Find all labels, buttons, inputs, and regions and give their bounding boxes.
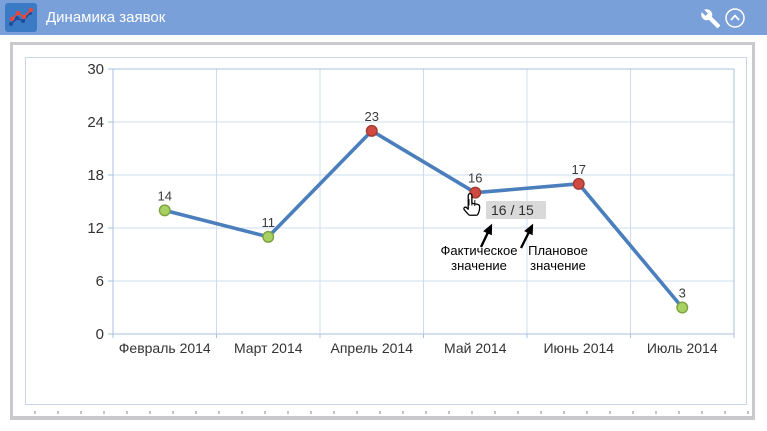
mini-line-chart-icon (9, 7, 34, 26)
actual-value-label: Фактическое значение (440, 243, 518, 273)
svg-text:24: 24 (87, 114, 104, 131)
svg-text:Март 2014: Март 2014 (234, 340, 303, 356)
svg-text:3: 3 (679, 286, 686, 301)
svg-text:16: 16 (468, 171, 482, 186)
svg-text:14: 14 (158, 188, 172, 203)
svg-text:11: 11 (262, 215, 276, 230)
hand-cursor-icon (459, 192, 485, 220)
svg-text:Май 2014: Май 2014 (444, 340, 507, 356)
tooltip: 16 / 15 (486, 201, 546, 219)
svg-text:0: 0 (96, 326, 104, 343)
svg-text:12: 12 (87, 220, 104, 237)
svg-text:Февраль 2014: Февраль 2014 (119, 340, 211, 356)
svg-text:18: 18 (87, 167, 104, 184)
planned-value-label: Плановое значение (528, 243, 588, 273)
chart-area: 0 6 12 18 24 30 Февраль 2014 Март 2014 Апрель 20… (25, 57, 747, 405)
widget-title: Динамика заявок (46, 9, 166, 26)
bottom-scroll-strip (13, 411, 752, 414)
svg-text:6: 6 (96, 273, 104, 290)
svg-text:23: 23 (365, 109, 379, 124)
svg-text:Июнь 2014: Июнь 2014 (543, 340, 614, 356)
widget-header: Динамика заявок (0, 0, 767, 35)
settings-wrench-icon[interactable] (697, 5, 723, 31)
collapse-chevron-up-icon[interactable] (722, 5, 748, 31)
svg-text:30: 30 (87, 61, 104, 78)
chart-widget-icon (5, 3, 37, 32)
line-chart[interactable]: 0 6 12 18 24 30 Февраль 2014 Март 2014 Апрель 20… (26, 58, 746, 404)
svg-text:Апрель 2014: Апрель 2014 (330, 340, 413, 356)
svg-text:17: 17 (572, 162, 586, 177)
svg-text:Июль 2014: Июль 2014 (647, 340, 718, 356)
